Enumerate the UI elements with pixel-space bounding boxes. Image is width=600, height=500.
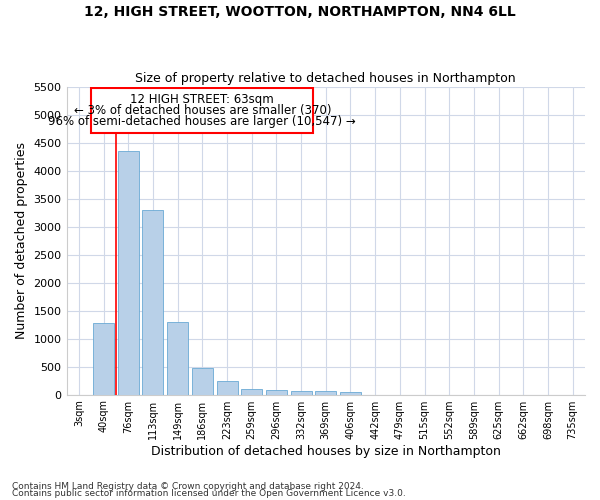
- Bar: [142, 210, 163, 394]
- Bar: [340, 392, 361, 394]
- Bar: [241, 389, 262, 394]
- X-axis label: Distribution of detached houses by size in Northampton: Distribution of detached houses by size …: [151, 444, 501, 458]
- Bar: [290, 391, 311, 394]
- Title: Size of property relative to detached houses in Northampton: Size of property relative to detached ho…: [136, 72, 516, 85]
- Bar: [118, 152, 139, 394]
- Text: ← 3% of detached houses are smaller (370): ← 3% of detached houses are smaller (370…: [74, 104, 331, 117]
- Bar: [91, 88, 313, 133]
- Bar: [217, 381, 238, 394]
- Bar: [167, 322, 188, 394]
- Bar: [315, 391, 336, 394]
- Text: Contains public sector information licensed under the Open Government Licence v3: Contains public sector information licen…: [12, 489, 406, 498]
- Y-axis label: Number of detached properties: Number of detached properties: [15, 142, 28, 340]
- Bar: [266, 390, 287, 394]
- Bar: [93, 323, 114, 394]
- Text: 12, HIGH STREET, WOOTTON, NORTHAMPTON, NN4 6LL: 12, HIGH STREET, WOOTTON, NORTHAMPTON, N…: [84, 5, 516, 19]
- Text: Contains HM Land Registry data © Crown copyright and database right 2024.: Contains HM Land Registry data © Crown c…: [12, 482, 364, 491]
- Bar: [192, 368, 213, 394]
- Text: 12 HIGH STREET: 63sqm: 12 HIGH STREET: 63sqm: [130, 93, 274, 106]
- Text: 96% of semi-detached houses are larger (10,547) →: 96% of semi-detached houses are larger (…: [49, 115, 356, 128]
